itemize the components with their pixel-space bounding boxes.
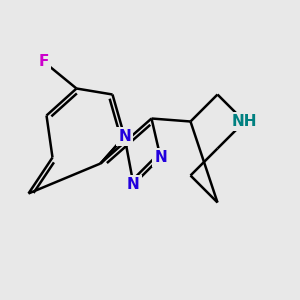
Text: N: N [118,129,131,144]
Text: NH: NH [232,114,257,129]
Text: F: F [38,54,49,69]
Text: N: N [154,150,167,165]
Text: N: N [127,177,140,192]
